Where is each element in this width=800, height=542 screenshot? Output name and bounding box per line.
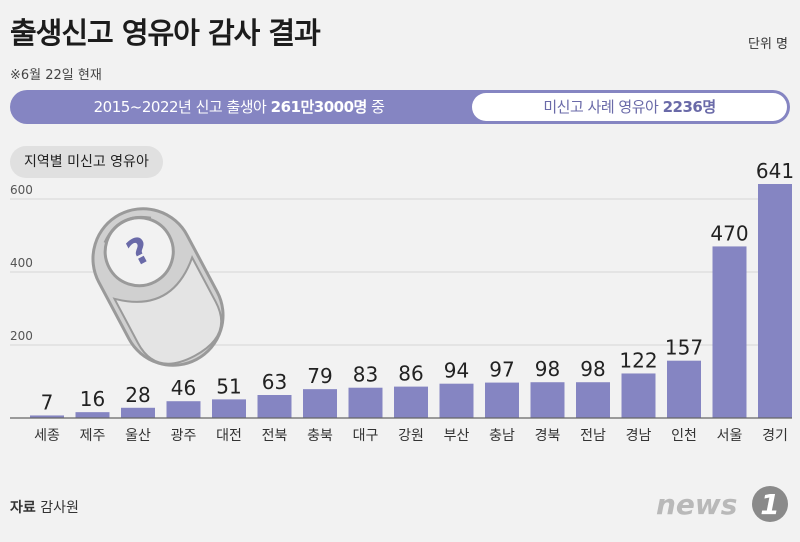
bar-대구: [348, 387, 383, 418]
x-tick-label: 충북: [307, 428, 333, 444]
y-tick-label: 200: [10, 329, 33, 343]
x-tick-label: 세종: [34, 428, 60, 444]
news1-logo: news 1: [656, 486, 788, 522]
data-label: 98: [580, 357, 605, 381]
date-note: ※6월 22일 현재: [10, 68, 102, 83]
banner-total-suffix: 중: [366, 98, 385, 116]
data-label: 86: [398, 362, 423, 386]
bar-경남: [621, 373, 656, 418]
x-tick-label: 울산: [125, 428, 151, 444]
bar-광주: [166, 401, 201, 418]
x-tick-label: 경북: [535, 428, 561, 444]
source-label: 자료: [10, 500, 36, 516]
x-tick-label: 충남: [489, 428, 515, 444]
data-label: 83: [353, 363, 378, 387]
bar-충남: [485, 382, 519, 418]
banner-unreported-value: 2236명: [662, 98, 717, 116]
data-label: 16: [80, 387, 105, 411]
y-tick-label: 400: [10, 256, 33, 270]
data-label: 641: [756, 159, 794, 183]
y-tick-label: 600: [10, 183, 33, 197]
data-label: 470: [710, 221, 748, 245]
banner-unreported-prefix: 미신고 사례 영유아: [543, 98, 663, 116]
bar-부산: [439, 383, 474, 418]
data-label: 51: [216, 374, 241, 398]
bar-제주: [75, 412, 110, 418]
data-label: 28: [125, 383, 150, 407]
x-tick-label: 서울: [717, 428, 743, 444]
x-tick-label: 인천: [671, 428, 697, 444]
data-label: 63: [262, 370, 287, 394]
data-label: 122: [619, 348, 657, 372]
x-tick-label: 부산: [444, 428, 470, 444]
summary-banner: 2015~2022년 신고 출생아 261만3000명 중 미신고 사례 영유아…: [10, 90, 790, 124]
x-tick-label: 대전: [216, 428, 242, 444]
logo-circle: [752, 486, 788, 522]
chart-label-chip: 지역별 미신고 영유아: [10, 146, 163, 178]
source-footer: 자료 감사원: [10, 497, 79, 517]
banner-total: 2015~2022년 신고 출생아 261만3000명 중: [10, 90, 468, 124]
data-label: 157: [665, 336, 703, 360]
banner-total-prefix: 2015~2022년 신고 출생아: [93, 98, 271, 116]
bar-울산: [121, 407, 155, 418]
data-label: 94: [444, 359, 469, 383]
logo-text: news: [656, 488, 737, 521]
swaddle-blanket: [112, 255, 223, 365]
x-tick-label: 제주: [80, 428, 106, 444]
bar-layer: 7 세종 16 제주 28 울산 46 광주 51 대전 63 전북 79 충북 83 대구 86 강원 94 부산 9…: [30, 159, 794, 444]
page-title: 출생신고 영유아 감사 결과: [10, 16, 321, 50]
banner-total-value: 261만3000명: [270, 98, 368, 116]
data-label: 79: [307, 364, 332, 388]
bar-강원: [394, 386, 428, 418]
baby-hair: [103, 215, 152, 244]
bar-경북: [530, 382, 565, 418]
data-label: 97: [489, 358, 514, 382]
logo-number: 1: [760, 488, 779, 521]
grid-layer: 200 400 600: [10, 183, 792, 346]
x-tick-label: 대구: [353, 428, 379, 444]
x-tick-label: 경기: [762, 428, 788, 444]
data-label: 98: [535, 357, 560, 381]
data-label: 7: [41, 390, 54, 414]
bar-전북: [257, 395, 292, 418]
unit-label: 단위 명: [747, 37, 788, 52]
bar-대전: [212, 399, 246, 418]
bar-충북: [303, 389, 337, 418]
data-label: 46: [171, 376, 196, 400]
baby-illustration: ?: [91, 207, 225, 367]
bar-전남: [576, 382, 610, 418]
source-value: 감사원: [40, 500, 79, 516]
bar-인천: [667, 360, 701, 418]
bar-세종: [30, 415, 64, 418]
x-tick-label: 전북: [262, 428, 288, 444]
x-tick-label: 경남: [626, 428, 652, 444]
bar-경기: [758, 184, 792, 418]
x-tick-label: 광주: [171, 428, 197, 444]
x-tick-label: 전남: [580, 428, 606, 444]
x-tick-label: 강원: [398, 428, 424, 444]
bar-서울: [712, 246, 747, 418]
banner-unreported: 미신고 사례 영유아 2236명: [472, 93, 787, 121]
